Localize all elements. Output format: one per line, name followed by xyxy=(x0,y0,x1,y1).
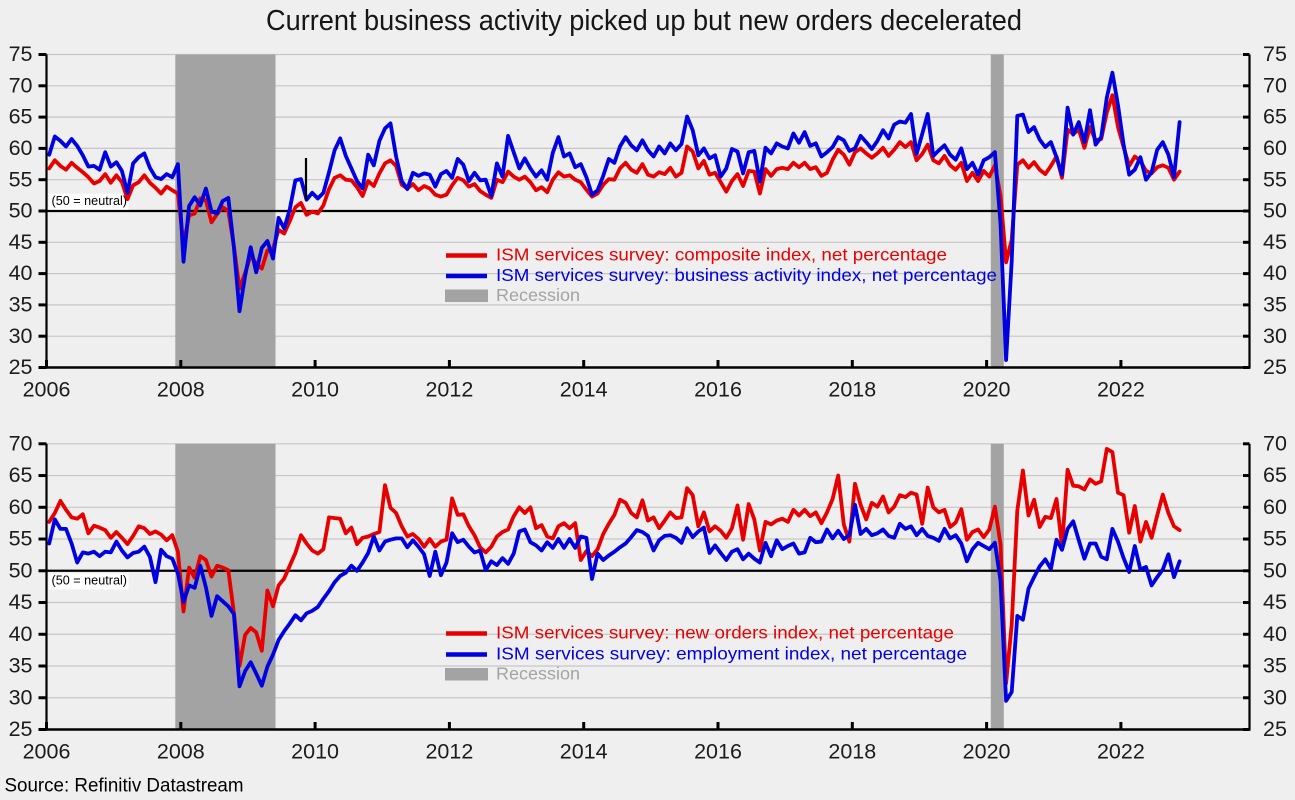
svg-text:Current business activity pick: Current business activity picked up but … xyxy=(266,5,1022,37)
svg-text:65: 65 xyxy=(9,463,33,487)
svg-text:2006: 2006 xyxy=(23,740,71,764)
svg-text:2022: 2022 xyxy=(1097,740,1145,764)
svg-text:25: 25 xyxy=(1263,717,1287,741)
svg-text:2010: 2010 xyxy=(291,740,339,764)
svg-text:ISM services survey: composite: ISM services survey: composite index, ne… xyxy=(496,244,947,264)
svg-text:50: 50 xyxy=(9,558,33,582)
svg-text:2012: 2012 xyxy=(425,740,473,764)
svg-text:75: 75 xyxy=(9,42,33,66)
svg-text:35: 35 xyxy=(1263,293,1287,317)
svg-text:2018: 2018 xyxy=(828,378,876,402)
svg-text:ISM services survey: new order: ISM services survey: new orders index, n… xyxy=(496,622,954,642)
svg-text:65: 65 xyxy=(1263,105,1287,129)
svg-text:25: 25 xyxy=(1263,355,1287,379)
svg-text:35: 35 xyxy=(9,654,33,678)
svg-text:60: 60 xyxy=(9,495,33,519)
svg-text:ISM services survey: business: ISM services survey: business activity i… xyxy=(496,265,997,285)
svg-text:60: 60 xyxy=(9,136,33,160)
svg-text:40: 40 xyxy=(1263,622,1287,646)
svg-text:2020: 2020 xyxy=(963,378,1011,402)
svg-text:45: 45 xyxy=(1263,230,1287,254)
svg-text:55: 55 xyxy=(1263,167,1287,191)
svg-text:30: 30 xyxy=(1263,685,1287,709)
svg-text:2018: 2018 xyxy=(828,740,876,764)
svg-text:70: 70 xyxy=(9,431,33,455)
svg-text:65: 65 xyxy=(1263,463,1287,487)
svg-text:2016: 2016 xyxy=(694,740,742,764)
svg-text:2012: 2012 xyxy=(425,378,473,402)
svg-text:65: 65 xyxy=(9,105,33,129)
svg-text:2010: 2010 xyxy=(291,378,339,402)
svg-text:45: 45 xyxy=(1263,590,1287,614)
svg-text:50: 50 xyxy=(1263,199,1287,223)
svg-text:45: 45 xyxy=(9,590,33,614)
svg-text:30: 30 xyxy=(9,685,33,709)
svg-text:40: 40 xyxy=(9,622,33,646)
svg-text:75: 75 xyxy=(1263,42,1287,66)
svg-text:60: 60 xyxy=(1263,495,1287,519)
svg-text:Recession: Recession xyxy=(496,285,580,305)
svg-text:45: 45 xyxy=(9,230,33,254)
svg-text:2014: 2014 xyxy=(560,378,608,402)
svg-text:2008: 2008 xyxy=(157,378,205,402)
svg-text:2014: 2014 xyxy=(560,740,608,764)
svg-text:2016: 2016 xyxy=(694,378,742,402)
svg-text:30: 30 xyxy=(1263,324,1287,348)
svg-text:2022: 2022 xyxy=(1097,378,1145,402)
svg-text:2008: 2008 xyxy=(157,740,205,764)
svg-text:60: 60 xyxy=(1263,136,1287,160)
svg-text:ISM services survey: employmen: ISM services survey: employment index, n… xyxy=(496,643,967,663)
svg-text:55: 55 xyxy=(1263,527,1287,551)
svg-text:25: 25 xyxy=(9,355,33,379)
svg-text:55: 55 xyxy=(9,527,33,551)
svg-text:(50 = neutral): (50 = neutral) xyxy=(52,573,128,588)
svg-text:70: 70 xyxy=(9,73,33,97)
svg-text:35: 35 xyxy=(1263,654,1287,678)
svg-text:35: 35 xyxy=(9,293,33,317)
svg-text:70: 70 xyxy=(1263,431,1287,455)
svg-text:50: 50 xyxy=(1263,558,1287,582)
svg-text:2006: 2006 xyxy=(23,378,71,402)
svg-text:2020: 2020 xyxy=(963,740,1011,764)
svg-text:55: 55 xyxy=(9,167,33,191)
svg-text:Source: Refinitiv Datastream: Source: Refinitiv Datastream xyxy=(5,775,244,797)
svg-text:40: 40 xyxy=(1263,261,1287,285)
svg-text:(50 = neutral): (50 = neutral) xyxy=(52,193,128,208)
svg-text:50: 50 xyxy=(9,199,33,223)
svg-text:40: 40 xyxy=(9,261,33,285)
svg-text:25: 25 xyxy=(9,717,33,741)
svg-text:30: 30 xyxy=(9,324,33,348)
svg-text:70: 70 xyxy=(1263,73,1287,97)
svg-text:Recession: Recession xyxy=(496,663,580,683)
